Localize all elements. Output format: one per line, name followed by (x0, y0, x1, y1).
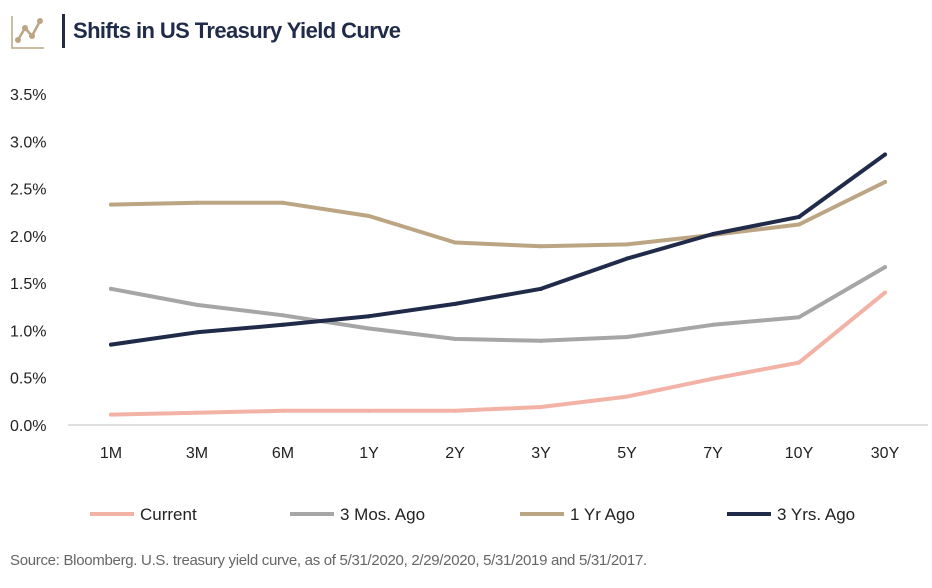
y-tick-label: 1.5% (10, 276, 46, 293)
x-tick-label: 30Y (871, 445, 900, 462)
legend-label: 3 Yrs. Ago (777, 505, 855, 524)
y-tick-label: 0.0% (10, 418, 46, 435)
series-line-3 (109, 180, 887, 249)
data-point (797, 315, 801, 320)
data-point (797, 214, 801, 219)
y-tick-label: 2.0% (10, 229, 46, 246)
data-point (281, 322, 285, 327)
series-line-2 (109, 265, 887, 343)
data-point (883, 265, 887, 270)
data-point (711, 322, 715, 327)
y-tick-label: 3.0% (10, 134, 46, 151)
yield-curve-chart: 0.0% 0.5% 1.0% 1.5% 2.0% 2.5% 3.0% 3.5% 1M 3M 6M 1Y… (10, 87, 928, 524)
data-point (367, 326, 371, 331)
data-point (195, 200, 199, 205)
data-point (281, 200, 285, 205)
data-point (453, 336, 457, 341)
data-point (109, 202, 113, 207)
data-point (883, 290, 887, 295)
data-point (195, 302, 199, 307)
data-point (109, 412, 113, 417)
data-point (539, 286, 543, 291)
series-line-1 (109, 290, 887, 417)
data-point (281, 313, 285, 318)
x-tick-label: 5Y (617, 445, 637, 462)
data-point (625, 335, 629, 340)
data-point (453, 408, 457, 413)
x-tick-label: 6M (272, 445, 294, 462)
y-tick-label: 2.5% (10, 182, 46, 199)
data-point (625, 394, 629, 399)
data-point (453, 301, 457, 306)
x-tick-label: 7Y (703, 445, 723, 462)
y-tick-label: 0.5% (10, 371, 46, 388)
data-point (453, 240, 457, 245)
x-tick-label: 10Y (785, 445, 814, 462)
data-point (711, 376, 715, 381)
data-point (625, 242, 629, 247)
data-point (539, 338, 543, 343)
x-tick-label: 2Y (445, 445, 465, 462)
data-point (539, 405, 543, 410)
data-point (109, 342, 113, 347)
y-tick-label: 1.0% (10, 323, 46, 340)
legend-label: 3 Mos. Ago (340, 505, 425, 524)
data-point (539, 244, 543, 249)
chart-header: Shifts in US Treasury Yield Curve (0, 0, 932, 60)
line-chart-icon (11, 16, 44, 49)
x-tick-label: 3Y (531, 445, 551, 462)
title-divider (62, 14, 65, 48)
data-point (797, 222, 801, 227)
data-point (367, 213, 371, 218)
data-point (625, 256, 629, 261)
data-point (711, 231, 715, 236)
x-tick-label: 3M (186, 445, 208, 462)
data-point (883, 152, 887, 157)
data-point (797, 360, 801, 365)
data-point (195, 410, 199, 415)
x-tick-label: 1M (100, 445, 122, 462)
series-line-4 (109, 152, 887, 347)
data-point (109, 286, 113, 291)
data-point (195, 330, 199, 335)
legend-label: Current (140, 505, 197, 524)
data-point (883, 179, 887, 184)
y-tick-label: 3.5% (10, 87, 46, 104)
data-point (367, 408, 371, 413)
data-point (367, 314, 371, 319)
source-note: Source: Bloomberg. U.S. treasury yield c… (10, 552, 647, 569)
x-tick-label: 1Y (359, 445, 379, 462)
data-point (281, 408, 285, 413)
legend-label: 1 Yr Ago (570, 505, 635, 524)
chart-title: Shifts in US Treasury Yield Curve (73, 18, 401, 43)
